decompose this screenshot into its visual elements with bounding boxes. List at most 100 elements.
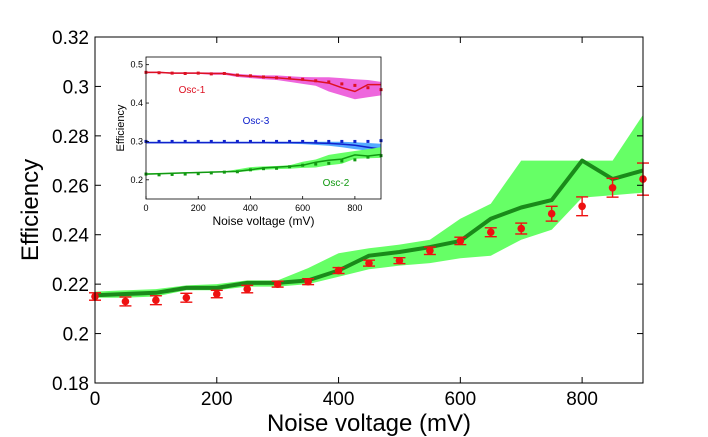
experiment-point-2 [149, 295, 162, 306]
inset-point-osc-1 [327, 80, 331, 84]
x-tick-label: 400 [323, 389, 355, 410]
experiment-marker [182, 293, 191, 302]
experiment-marker [334, 266, 343, 275]
experiment-point-14 [515, 222, 528, 235]
y-tick-label: 0.32 [52, 28, 89, 49]
inset-x-tick-label: 400 [243, 203, 258, 213]
experiment-marker [426, 246, 434, 255]
x-axis-label: Noise voltage (mV) [267, 410, 471, 437]
inset-point-osc-2 [183, 172, 187, 176]
inset-point-osc-1 [366, 86, 370, 90]
inset-y-tick-label: 0.5 [130, 60, 143, 70]
inset-point-osc-2 [235, 170, 239, 174]
main-plot: 0 200 400 600 8000.180.20.220.240.260.280.30… [17, 28, 649, 437]
inset-point-osc-2 [222, 170, 226, 174]
inset-point-osc-3 [301, 139, 305, 143]
inset-point-osc-3 [196, 139, 200, 143]
experiment-point-16 [576, 196, 589, 217]
inset-point-osc-3 [222, 139, 226, 143]
experiment-marker [365, 259, 373, 267]
inset-point-osc-2 [275, 166, 279, 170]
inset-point-osc-2 [157, 173, 161, 177]
inset-point-osc-1 [183, 72, 187, 76]
inset-point-osc-1 [157, 71, 161, 75]
inset-point-osc-2 [301, 163, 305, 167]
experiment-marker [212, 290, 221, 298]
experiment-point-9 [363, 259, 375, 267]
y-tick-label: 0.24 [52, 226, 89, 247]
experiment-marker [486, 228, 495, 237]
inset-point-osc-2 [340, 159, 344, 163]
inset-point-osc-3 [275, 139, 279, 143]
inset-x-tick-label: 800 [347, 203, 362, 213]
inset-x-tick-label: 200 [191, 203, 206, 213]
experiment-marker [395, 256, 404, 265]
experiment-marker [243, 285, 252, 293]
x-tick-label: 0 [90, 389, 101, 410]
inset-point-osc-1 [262, 75, 265, 79]
inset-point-osc-3 [353, 139, 357, 143]
inset-point-osc-2 [170, 172, 174, 176]
inset-y-tick-label: 0.4 [130, 98, 143, 108]
inset-point-osc-3 [183, 139, 187, 143]
inset-band-osc-3 [146, 141, 381, 153]
experiment-point-11 [423, 246, 436, 256]
inset-point-osc-3 [366, 139, 370, 143]
y-axis-label: Efficiency [17, 159, 44, 261]
x-tick-label: 200 [201, 389, 233, 410]
inset-point-osc-3 [288, 139, 292, 143]
experiment-point-6 [271, 280, 284, 288]
experiment-marker [578, 202, 586, 211]
inset-point-osc-1 [340, 82, 344, 86]
experiment-marker [608, 183, 617, 192]
inset-annotation-osc-1: Osc-1 [179, 85, 206, 96]
inset-band-osc-1 [146, 71, 381, 100]
inset-point-osc-2 [209, 171, 213, 175]
main-plot-frame [94, 36, 644, 384]
experiment-marker [456, 237, 465, 245]
inset-x-axis-label: Noise voltage (mV) [212, 214, 314, 228]
inset-point-osc-2 [288, 165, 292, 169]
experiment-point-4 [210, 289, 223, 299]
experiment-point-17 [606, 177, 619, 198]
inset-point-osc-2 [262, 167, 265, 171]
inset-plot: 0 200 400 600 800 0.2 0.3 0.4 0.5 Noise voltage (… [112, 45, 387, 240]
inset-point-osc-3 [340, 139, 344, 143]
inset-y-tick-label: 0.3 [130, 136, 143, 146]
inset-point-osc-2 [327, 161, 331, 165]
x-tick-label: 600 [444, 389, 476, 410]
y-tick-label: 0.18 [52, 374, 89, 395]
inset-point-osc-1 [248, 74, 252, 78]
inset-point-osc-3 [314, 139, 318, 143]
experiment-marker [152, 296, 160, 305]
experiment-point-10 [393, 256, 406, 265]
inset-point-osc-3 [327, 139, 331, 143]
experiment-point-1 [119, 296, 132, 307]
inset-point-osc-1 [314, 79, 318, 83]
inset-point-osc-2 [196, 172, 200, 176]
x-tick-label: 800 [566, 389, 598, 410]
inset-point-osc-1 [301, 77, 305, 81]
y-tick-label: 0.2 [63, 325, 89, 346]
inset-point-osc-1 [288, 76, 292, 80]
inset-y-tick-label: 0.2 [130, 175, 143, 185]
inset-point-osc-2 [366, 155, 370, 159]
inset-x-tick-label: 0 [143, 203, 148, 213]
experiment-marker [547, 209, 556, 218]
experiment-point-7 [302, 277, 315, 286]
inset-annotation-osc-2: Osc-2 [323, 178, 350, 189]
inset-point-osc-2 [314, 162, 318, 166]
inset-annotation-osc-3: Osc-3 [243, 116, 270, 127]
inset-point-osc-1 [196, 71, 200, 75]
inset-point-osc-3 [262, 139, 265, 143]
inset-y-axis-label: Efficiency [115, 104, 127, 151]
inset-point-osc-3 [235, 139, 239, 143]
inset-point-osc-1 [235, 73, 239, 77]
inset-point-osc-1 [275, 76, 279, 80]
y-tick-label: 0.28 [52, 127, 89, 148]
inset-point-osc-2 [248, 168, 252, 172]
inset-point-osc-3 [157, 139, 161, 143]
experiment-marker [304, 277, 312, 286]
inset-x-tick-label: 600 [295, 203, 310, 213]
